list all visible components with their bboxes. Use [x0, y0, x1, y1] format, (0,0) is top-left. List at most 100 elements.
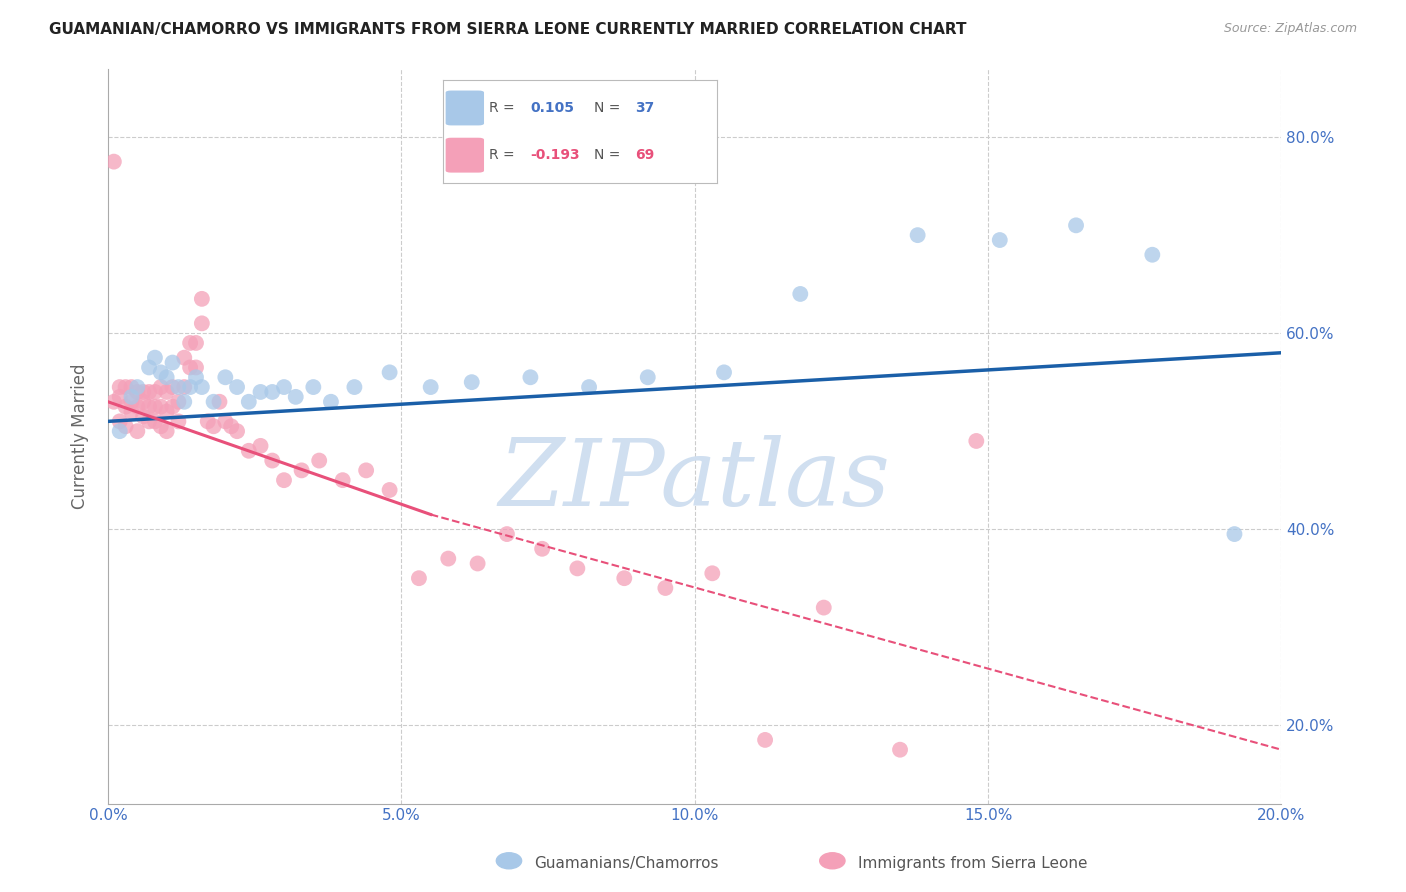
Point — [249, 384, 271, 399]
Point — [713, 365, 735, 379]
Point — [408, 571, 430, 585]
Point — [262, 453, 284, 467]
Point — [291, 463, 314, 477]
Point — [332, 473, 354, 487]
Point — [179, 360, 201, 375]
Point — [214, 370, 236, 384]
Point — [284, 390, 307, 404]
Point — [613, 571, 636, 585]
Point — [179, 335, 201, 350]
Point — [197, 414, 219, 428]
Point — [138, 400, 160, 414]
Point — [127, 424, 149, 438]
Point — [108, 390, 131, 404]
Point — [226, 380, 249, 394]
Point — [273, 473, 295, 487]
Point — [1223, 527, 1246, 541]
Point — [156, 370, 179, 384]
Point — [103, 394, 125, 409]
FancyBboxPatch shape — [446, 91, 484, 126]
Point — [143, 400, 166, 414]
Text: Guamanians/Chamorros: Guamanians/Chamorros — [534, 856, 718, 871]
Point — [156, 384, 179, 399]
Point — [191, 380, 214, 394]
Point — [138, 414, 160, 428]
Point — [519, 370, 541, 384]
Point — [889, 742, 911, 756]
Point — [108, 414, 131, 428]
Point — [214, 414, 236, 428]
Text: Source: ZipAtlas.com: Source: ZipAtlas.com — [1223, 22, 1357, 36]
Point — [202, 419, 225, 434]
Point — [149, 419, 172, 434]
Point — [162, 400, 184, 414]
Point — [167, 414, 190, 428]
Point — [461, 375, 484, 389]
Point — [108, 424, 131, 438]
Point — [578, 380, 600, 394]
Point — [1064, 219, 1087, 233]
Point — [103, 154, 125, 169]
Point — [965, 434, 987, 448]
Point — [132, 409, 155, 424]
Point — [173, 380, 195, 394]
Point — [156, 424, 179, 438]
FancyBboxPatch shape — [446, 137, 484, 173]
Text: R =: R = — [489, 148, 519, 162]
Point — [143, 384, 166, 399]
Point — [143, 351, 166, 365]
Text: N =: N = — [593, 101, 624, 115]
Point — [120, 380, 142, 394]
Point — [378, 365, 401, 379]
Text: 37: 37 — [636, 101, 654, 115]
Point — [467, 557, 489, 571]
Point — [191, 317, 214, 331]
Point — [302, 380, 325, 394]
Point — [208, 394, 231, 409]
Point — [437, 551, 460, 566]
Point — [114, 419, 136, 434]
Point — [262, 384, 284, 399]
Point — [138, 360, 160, 375]
Point — [167, 394, 190, 409]
Point — [184, 370, 207, 384]
Point — [789, 287, 811, 301]
Text: -0.193: -0.193 — [530, 148, 581, 162]
Point — [120, 404, 142, 418]
Point — [654, 581, 676, 595]
Point — [149, 365, 172, 379]
Point — [143, 414, 166, 428]
Point — [114, 400, 136, 414]
Point — [120, 390, 142, 404]
Point — [238, 443, 260, 458]
Point — [184, 360, 207, 375]
Point — [179, 380, 201, 394]
Text: GUAMANIAN/CHAMORRO VS IMMIGRANTS FROM SIERRA LEONE CURRENTLY MARRIED CORRELATION: GUAMANIAN/CHAMORRO VS IMMIGRANTS FROM SI… — [49, 22, 967, 37]
Text: 0.105: 0.105 — [530, 101, 575, 115]
Point — [378, 483, 401, 497]
Point — [813, 600, 835, 615]
Point — [167, 380, 190, 394]
Point — [567, 561, 589, 575]
Text: N =: N = — [593, 148, 624, 162]
Point — [202, 394, 225, 409]
Point — [319, 394, 342, 409]
Point — [127, 384, 149, 399]
Y-axis label: Currently Married: Currently Married — [72, 363, 89, 508]
Point — [132, 394, 155, 409]
Point — [343, 380, 366, 394]
Point — [249, 439, 271, 453]
Point — [419, 380, 441, 394]
Point — [496, 527, 519, 541]
Point — [132, 384, 155, 399]
Point — [156, 404, 179, 418]
Point — [191, 292, 214, 306]
Point — [162, 380, 184, 394]
Point — [637, 370, 659, 384]
Point — [173, 351, 195, 365]
Point — [226, 424, 249, 438]
Text: ZIPatlas: ZIPatlas — [499, 435, 890, 525]
Point — [114, 380, 136, 394]
Point — [120, 394, 142, 409]
Point — [138, 384, 160, 399]
